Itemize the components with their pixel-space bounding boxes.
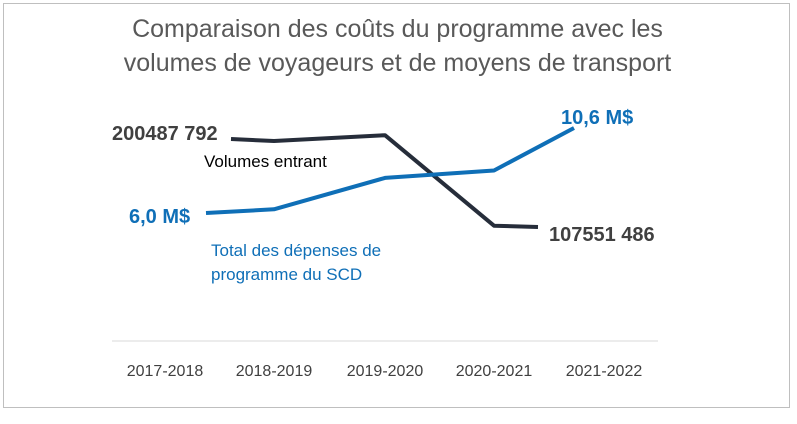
costs-start-label: 6,0 M$ [129,206,190,228]
costs-series-name-line-1: Total des dépenses de [211,241,381,260]
costs-end-label: 10,6 M$ [561,107,633,129]
chart-title-line-1: Comparaison des coûts du programme avec … [132,15,663,43]
costs-series-name-line-2: programme du SCD [211,265,362,284]
chart-title: Comparaison des coûts du programme avec … [4,12,791,80]
series-line-volumes-entrant [230,133,539,229]
volumes-series-name: Volumes entrant [204,152,327,171]
chart-title-line-2: volumes de voyageurs et de moyens de tra… [123,49,672,77]
x-tick-label: 2020-2021 [456,363,533,380]
x-tick-label: 2017-2018 [127,363,204,380]
volumes-end-label: 107551 486 [549,224,655,246]
volumes-start-label: 200487 792 [112,123,218,145]
x-tick-label: 2018-2019 [236,363,313,380]
x-tick-label: 2019-2020 [347,363,424,380]
x-tick-label: 2021-2022 [566,363,643,380]
series-line-total-depenses [205,126,575,215]
